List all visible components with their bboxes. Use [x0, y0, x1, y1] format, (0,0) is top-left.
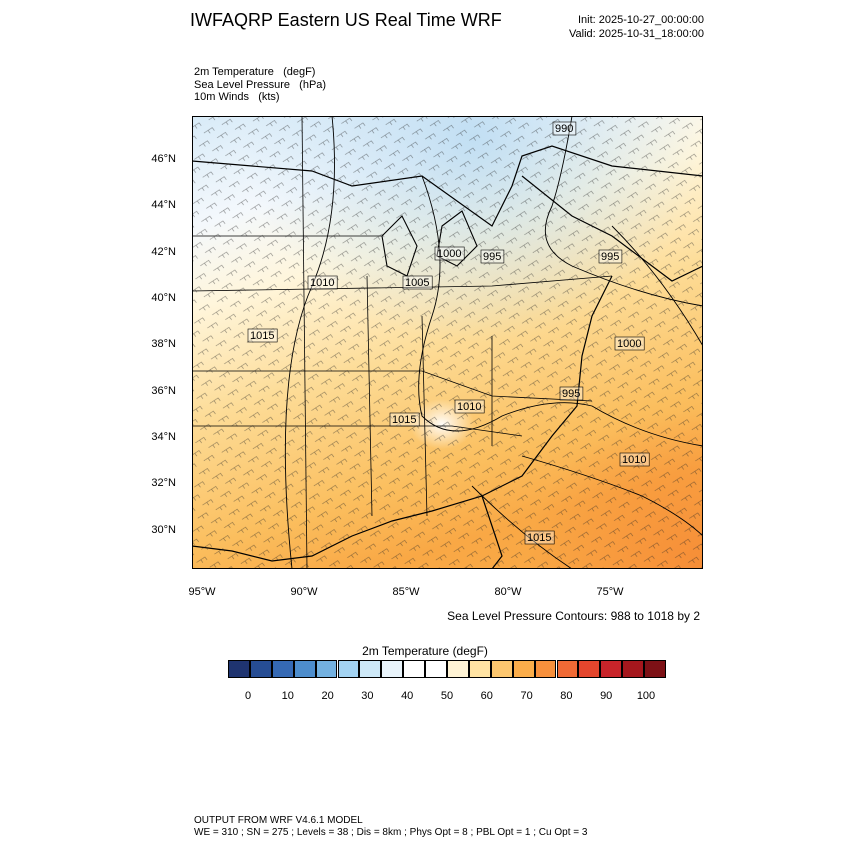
- colorbar-swatch: [534, 660, 557, 678]
- lat-label: 44°N: [151, 199, 176, 211]
- lon-label: 85°W: [392, 586, 420, 598]
- svg-text:1015: 1015: [250, 330, 274, 342]
- map-frame: [192, 116, 703, 569]
- lat-label: 46°N: [151, 153, 176, 165]
- pressure-label: 1005: [402, 275, 433, 290]
- pressure-label: 1010: [619, 452, 650, 467]
- colorbar-swatch: [556, 660, 579, 678]
- colorbar-tick-label: 20: [321, 690, 334, 702]
- colorbar-tick-label: 40: [401, 690, 414, 702]
- colorbar-swatch: [359, 660, 382, 678]
- colorbar-swatch: [490, 660, 513, 678]
- colorbar-tick-label: 80: [560, 690, 573, 702]
- lon-label: 80°W: [494, 586, 522, 598]
- lat-label: 38°N: [151, 338, 176, 350]
- pressure-label: 1010: [454, 399, 485, 414]
- colorbar-swatch: [468, 660, 491, 678]
- colorbar-tick-label: 0: [244, 690, 252, 702]
- colorbar-swatch: [271, 660, 294, 678]
- pressure-label: 1000: [434, 246, 465, 261]
- footer-line-2: WE = 310 ; SN = 275 ; Levels = 38 ; Dis …: [194, 827, 588, 838]
- colorbar-swatch: [249, 660, 272, 678]
- colorbar-tick-label: 10: [281, 690, 294, 702]
- colorbar-swatch: [315, 660, 338, 678]
- contour-note: Sea Level Pressure Contours: 988 to 1018…: [447, 609, 700, 623]
- colorbar-tick-label: 30: [361, 690, 374, 702]
- field-list: 2m Temperature (degF) Sea Level Pressure…: [194, 66, 326, 104]
- pressure-contours: [284, 116, 703, 569]
- svg-text:995: 995: [601, 251, 619, 263]
- pressure-label: 995: [598, 249, 623, 264]
- plot-title: IWFAQRP Eastern US Real Time WRF: [190, 10, 502, 30]
- svg-text:1015: 1015: [527, 532, 551, 544]
- lon-label: 75°W: [596, 586, 624, 598]
- lon-label: 95°W: [188, 586, 216, 598]
- svg-text:1015: 1015: [392, 414, 416, 426]
- colorbar-swatch: [512, 660, 535, 678]
- colorbar: [228, 660, 666, 678]
- lat-label: 30°N: [151, 524, 176, 536]
- valid-time: Valid: 2025-10-31_18:00:00: [569, 28, 704, 40]
- pressure-label: 1015: [524, 530, 555, 545]
- pressure-label: 1010: [307, 275, 338, 290]
- colorbar-swatch: [447, 660, 469, 678]
- county-lines: [192, 116, 703, 569]
- svg-text:995: 995: [483, 251, 501, 263]
- svg-text:1010: 1010: [457, 401, 481, 413]
- colorbar-tick-label: 60: [480, 690, 493, 702]
- footer-line-1: OUTPUT FROM WRF V4.6.1 MODEL: [194, 815, 363, 826]
- svg-text:1010: 1010: [310, 277, 334, 289]
- colorbar-swatch: [425, 660, 447, 678]
- lat-label: 36°N: [151, 385, 176, 397]
- lon-label: 90°W: [290, 586, 318, 598]
- svg-text:1000: 1000: [437, 248, 461, 260]
- lat-label: 42°N: [151, 246, 176, 258]
- colorbar-swatch: [403, 660, 426, 678]
- lat-label: 40°N: [151, 292, 176, 304]
- colorbar-swatch: [578, 660, 601, 678]
- pressure-label: 995: [559, 386, 584, 401]
- colorbar-tick-label: 70: [520, 690, 533, 702]
- field-temperature: 2m Temperature (degF): [194, 66, 316, 78]
- colorbar-swatch: [337, 660, 360, 678]
- pressure-label: 990: [552, 121, 577, 136]
- weather-map: 990 1000 995 995 1010 1005 1015 1000 995 1015 1010…: [192, 116, 703, 569]
- colorbar-swatch: [293, 660, 316, 678]
- svg-text:1000: 1000: [617, 338, 641, 350]
- lat-label: 32°N: [151, 477, 176, 489]
- model-footer: OUTPUT FROM WRF V4.6.1 MODEL WE = 310 ; …: [194, 815, 587, 839]
- lat-label: 34°N: [151, 431, 176, 443]
- svg-text:1010: 1010: [622, 454, 646, 466]
- colorbar-ticks: 0 10 20 30 40 50 60 70 80 90 100: [228, 690, 666, 704]
- colorbar-swatch: [381, 660, 404, 678]
- colorbar-swatch: [622, 660, 645, 678]
- colorbar-tick-label: 100: [636, 690, 656, 702]
- svg-text:990: 990: [555, 123, 573, 135]
- pressure-label: 1015: [247, 328, 278, 343]
- colorbar-tick-label: 50: [440, 690, 454, 702]
- pressure-label: 1015: [389, 412, 420, 427]
- field-winds: 10m Winds (kts): [194, 91, 280, 103]
- init-time: Init: 2025-10-27_00:00:00: [578, 14, 704, 26]
- pressure-label: 995: [480, 249, 505, 264]
- colorbar-swatch: [644, 660, 666, 678]
- colorbar-tick-label: 90: [600, 690, 613, 702]
- pressure-label: 1000: [614, 336, 645, 351]
- pressure-labels: 990 1000 995 995 1010 1005 1015 1000 995 1015 1010…: [247, 121, 650, 545]
- field-pressure: Sea Level Pressure (hPa): [194, 78, 327, 91]
- colorbar-title: 2m Temperature (degF): [362, 644, 488, 658]
- colorbar-swatch: [600, 660, 623, 678]
- svg-text:1005: 1005: [405, 277, 429, 289]
- colorbar-swatch: [228, 660, 250, 678]
- svg-text:995: 995: [562, 388, 580, 400]
- timestamp-block: Init: 2025-10-27_00:00:00 Valid: 2025-10…: [569, 13, 704, 41]
